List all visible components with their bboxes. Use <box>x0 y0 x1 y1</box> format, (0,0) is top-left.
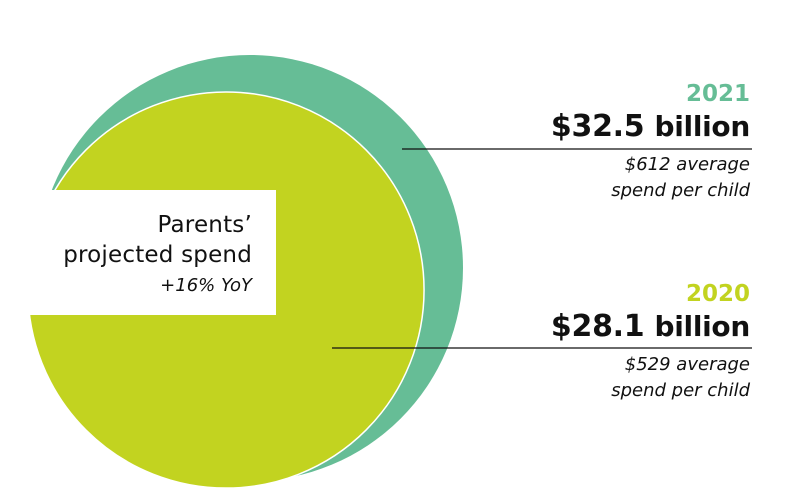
leader-lines-group <box>332 148 752 349</box>
chart-title-box: Parents’ projected spend +16% YoY <box>0 190 276 315</box>
series-2020-year: 2020 <box>685 281 750 307</box>
series-2020-block: 2020 $28.1 billion $529 average spend pe… <box>490 280 750 404</box>
series-2021-year: 2021 <box>685 81 750 107</box>
series-2021-unit: billion <box>654 110 750 143</box>
series-2020-note-line-1: $529 average <box>624 354 750 375</box>
chart-title-line-1: Parents’ <box>157 212 252 238</box>
series-2020-unit: billion <box>654 310 750 343</box>
series-2021-note: $612 average spend per child <box>490 152 750 204</box>
series-2021-value-label: $32.5 <box>550 109 645 144</box>
series-2020-note-line-2: spend per child <box>611 380 750 401</box>
chart-title-line-2: projected spend <box>63 242 252 268</box>
series-2021-note-line-1: $612 average <box>624 154 750 175</box>
series-2020-amount: $28.1 billion <box>490 308 750 346</box>
growth-note: +16% YoY <box>160 275 252 296</box>
series-2021-amount: $32.5 billion <box>490 108 750 146</box>
series-2020-value-label: $28.1 <box>550 309 645 344</box>
series-2021-block: 2021 $32.5 billion $612 average spend pe… <box>490 80 750 204</box>
series-2020-note: $529 average spend per child <box>490 352 750 404</box>
series-2021-note-line-2: spend per child <box>611 180 750 201</box>
